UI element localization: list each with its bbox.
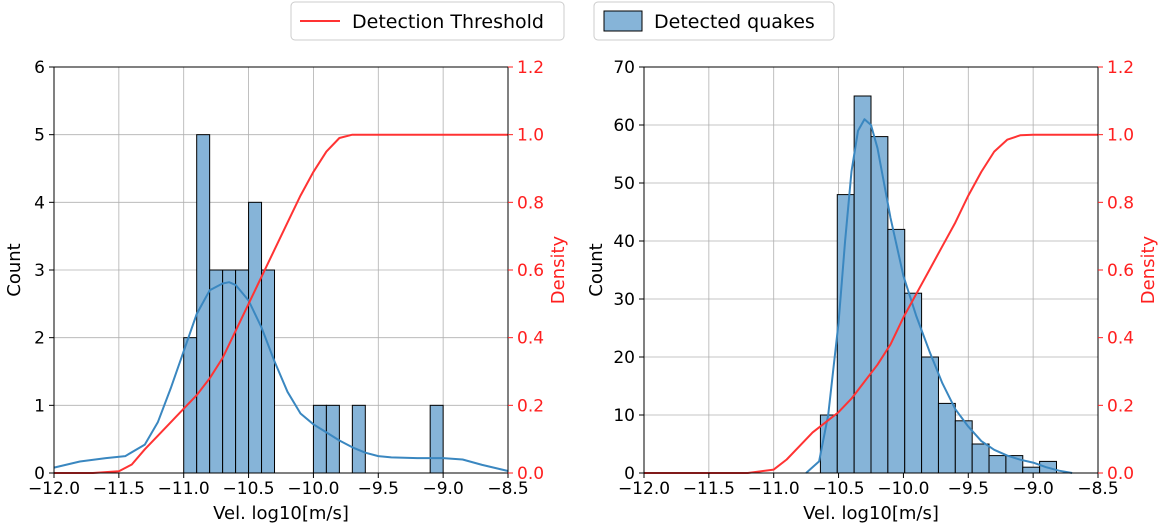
histogram-bar [853,95,872,474]
legend-label-quakes: Detected quakes [654,11,815,33]
histogram-bar [904,292,923,474]
left-histogram-panel: −12.0 −11.5 −11.0 −10.5 −10.0 −9.5 −9.0 −8.5 0 1 2… [4,58,569,524]
x-tick-label: −11.0 [748,479,800,499]
y-right-tick-label: 0.0 [517,464,544,484]
y-tick-label: 2 [34,329,45,349]
y-tick-label: 1 [34,396,45,416]
x-tick-label: −11.0 [158,479,210,499]
y-tick-label: 30 [613,290,635,310]
y-right-tick-label: 0.2 [1107,396,1134,416]
y-right-tick-label: 0.8 [517,193,544,213]
y-tick-label: 5 [34,126,45,146]
y-right-tick-label: 1.0 [1107,126,1134,146]
y-right-tick-label: 0.8 [1107,193,1134,213]
y-tick-label: 70 [613,58,635,78]
y-right-tick-label: 0.0 [1107,464,1134,484]
x-axis-label: Vel. log10[m/s] [213,503,349,524]
y-right-tick-label: 1.2 [1107,58,1134,78]
x-tick-label: −11.5 [683,479,735,499]
x-tick-label: −10.5 [813,479,865,499]
histogram-bar [429,404,444,474]
x-tick-label: −10.5 [223,479,275,499]
x-tick-label: −12.0 [618,479,670,499]
kde-line [53,281,509,472]
y-tick-label: 0 [34,464,45,484]
x-tick-label: −9.0 [423,479,464,499]
histogram-bar [1022,466,1041,474]
y-tick-label: 3 [34,261,45,281]
y-tick-label: 10 [613,406,635,426]
histogram-bar [937,402,956,474]
histogram-bar [351,404,366,474]
legend-box-quakes [593,1,835,41]
y-right-tick-label: 0.2 [517,396,544,416]
legend-patch-quakes [603,10,643,32]
x-tick-label: −10.0 [287,479,339,499]
y-tick-label: 6 [34,58,45,78]
y-right-tick-label: 1.0 [517,126,544,146]
y-right-axis-label: Density [1138,235,1159,304]
histogram-bar [209,269,224,474]
x-tick-label: −9.0 [1013,479,1054,499]
histogram-bar [261,269,276,474]
y-right-tick-label: 0.6 [517,261,544,281]
legend-label-threshold: Detection Threshold [352,11,544,33]
detection-threshold-line [54,133,508,474]
histogram-bar [988,455,1007,474]
legend-box-threshold [290,1,565,41]
histogram-bar [248,201,263,474]
y-right-tick-label: 0.4 [1107,329,1134,349]
y-tick-label: 40 [613,232,635,252]
histogram-bar [235,269,250,474]
y-tick-label: 20 [613,348,635,368]
x-tick-label: −12.0 [28,479,80,499]
x-axis-label: Vel. log10[m/s] [803,503,939,524]
y-right-axis-label: Density [548,235,569,304]
y-right-tick-label: 0.6 [1107,261,1134,281]
x-tick-label: −9.5 [948,479,989,499]
y-axis-label: Count [586,243,607,296]
legend: Detection Threshold Detected quakes [290,1,835,41]
y-tick-label: 50 [613,174,635,194]
y-tick-label: 60 [613,116,635,136]
x-tick-label: −8.5 [487,479,528,499]
histogram-bar [921,356,939,474]
y-tick-label: 0 [624,464,635,484]
histogram-bar [312,404,327,474]
histogram-bar [222,269,237,474]
kde-line [805,118,1073,474]
histogram-bar [971,443,990,474]
y-right-tick-label: 0.4 [517,329,544,349]
x-tick-label: −8.5 [1077,479,1118,499]
detection-threshold-line [644,133,1098,474]
x-tick-label: −11.5 [93,479,145,499]
right-histogram-panel: −12.0 −11.5 −11.0 −10.5 −10.0 −9.5 −9.0 −8.5 0 10… [586,58,1159,524]
y-tick-label: 4 [34,193,45,213]
x-tick-label: −9.5 [358,479,399,499]
y-axis-label: Count [4,243,25,296]
x-tick-label: −10.0 [877,479,929,499]
y-right-tick-label: 1.2 [517,58,544,78]
